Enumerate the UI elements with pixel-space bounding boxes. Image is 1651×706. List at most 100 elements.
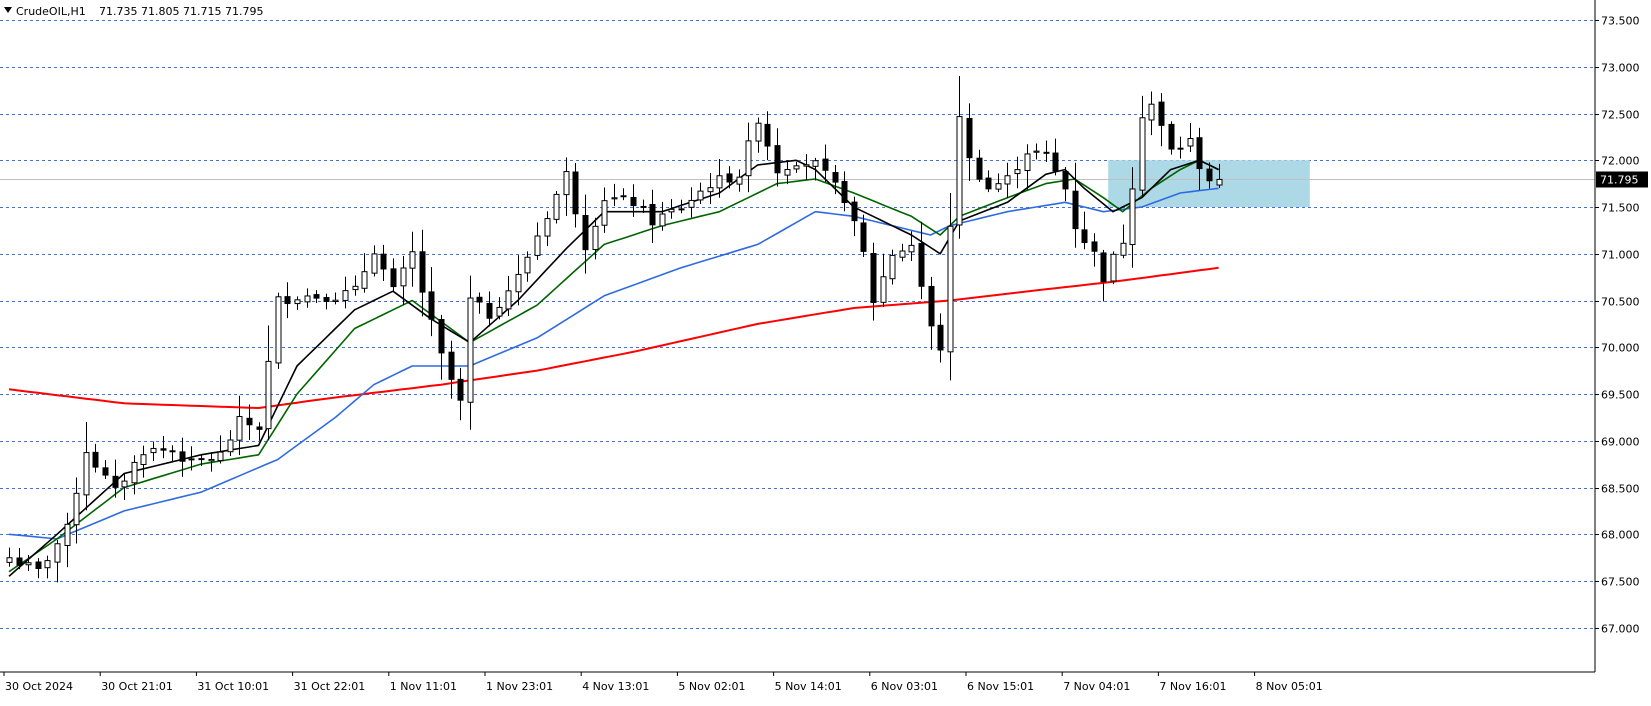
price-tick-label: 71.000 — [1601, 249, 1640, 262]
price-tick-label: 68.500 — [1601, 483, 1640, 496]
candle-body — [1072, 190, 1079, 230]
candle-body — [179, 451, 186, 462]
price-tick-label: 67.500 — [1601, 576, 1640, 589]
candle-body — [774, 145, 781, 174]
price-tick-label: 70.500 — [1601, 296, 1640, 309]
candle-body — [265, 360, 272, 430]
moving-averages — [8, 159, 1219, 577]
current-price-box: 71.795 — [1596, 171, 1648, 188]
candle-body — [1110, 253, 1117, 282]
price-tick-label: 72.500 — [1601, 109, 1640, 122]
price-tick-label: 68.000 — [1601, 529, 1640, 542]
candle-body — [1091, 241, 1098, 252]
candle-body — [121, 480, 128, 488]
candle-body — [697, 190, 704, 201]
symbol-dropdown-icon[interactable] — [4, 7, 12, 13]
candle-body — [515, 273, 522, 293]
candle-body — [678, 208, 685, 211]
candle-body — [889, 254, 896, 280]
candle-body — [83, 452, 90, 496]
candle-body — [592, 225, 599, 250]
candle-body — [505, 290, 512, 310]
candle-body — [438, 319, 445, 354]
price-tick-label: 73.500 — [1601, 15, 1640, 28]
candle-body — [524, 256, 531, 274]
candle-body — [6, 557, 13, 563]
current-price-label: 71.795 — [1600, 174, 1639, 187]
time-tick-label: 1 Nov 23:01 — [486, 680, 553, 693]
candle-body — [198, 458, 205, 461]
candle-body — [188, 458, 195, 461]
candle-body — [313, 294, 320, 299]
time-tick-label: 5 Nov 14:01 — [775, 680, 842, 693]
moving-average-20-line — [8, 159, 1219, 573]
candle-body — [16, 557, 23, 566]
candle-body — [582, 215, 589, 251]
time-tick-label: 8 Nov 05:01 — [1256, 680, 1323, 693]
candle-body — [822, 158, 829, 171]
candle-body — [294, 299, 301, 305]
candle-body — [860, 222, 867, 252]
candle-body — [1148, 103, 1155, 121]
candle-body — [160, 448, 167, 451]
candle-body — [236, 416, 243, 441]
candle-body — [544, 218, 551, 237]
candle-body — [553, 193, 560, 220]
candle-body — [726, 173, 733, 183]
candle-body — [1206, 168, 1213, 182]
candle-body — [486, 302, 493, 319]
candle-body — [25, 562, 32, 566]
candle-body — [745, 140, 752, 177]
candle-body — [448, 351, 455, 380]
time-tick-label: 31 Oct 22:01 — [294, 680, 366, 693]
candle-body — [1177, 147, 1184, 150]
candle-body — [611, 197, 618, 200]
candle-body — [870, 252, 877, 303]
price-tick-label: 70.000 — [1601, 342, 1640, 355]
price-tick-label: 67.000 — [1601, 623, 1640, 636]
candle-body — [956, 116, 963, 226]
candle-body — [1081, 229, 1088, 244]
candle-body — [736, 176, 743, 185]
candle-body — [419, 251, 426, 293]
candle-body — [256, 426, 263, 430]
candle-body — [112, 475, 119, 488]
candle-body — [1043, 151, 1050, 154]
candle-body — [476, 296, 483, 303]
time-tick-label: 30 Oct 2024 — [5, 680, 73, 693]
time-tick-label: 1 Nov 11:01 — [390, 680, 457, 693]
candle-body — [1062, 170, 1069, 190]
candle-body — [601, 200, 608, 226]
candle-body — [131, 461, 138, 484]
candle-body — [342, 290, 349, 301]
candle-body — [275, 296, 282, 364]
candle-body — [380, 253, 387, 270]
candle-body — [851, 201, 858, 222]
candle-body — [764, 123, 771, 147]
moving-average-200-line — [8, 266, 1219, 409]
candle-body — [640, 205, 647, 208]
candle-body — [928, 285, 935, 327]
candle-body — [563, 171, 570, 196]
candle-body — [1129, 188, 1136, 246]
candle-body — [246, 417, 253, 426]
time-tick-label: 31 Oct 10:01 — [197, 680, 269, 693]
candle-body — [572, 171, 579, 215]
candle-body — [1052, 152, 1059, 172]
candle-body — [92, 451, 99, 468]
candle-body — [1014, 169, 1021, 175]
candle-body — [1033, 150, 1040, 153]
candle-body — [707, 187, 714, 193]
candle-body — [361, 271, 368, 289]
candle-body — [880, 276, 887, 303]
time-tick-label: 5 Nov 02:01 — [678, 680, 745, 693]
time-tick-label: 6 Nov 03:01 — [871, 680, 938, 693]
time-tick-label: 4 Nov 13:01 — [582, 680, 649, 693]
price-axis: 67.000 67.500 68.000 68.500 69.000 69.500 70.0… — [1595, 15, 1640, 636]
candle-body — [1196, 137, 1203, 170]
candle-body — [390, 268, 397, 288]
time-tick-label: 7 Nov 16:01 — [1159, 680, 1226, 693]
candle-body — [1100, 252, 1107, 283]
candle-body — [937, 324, 944, 351]
